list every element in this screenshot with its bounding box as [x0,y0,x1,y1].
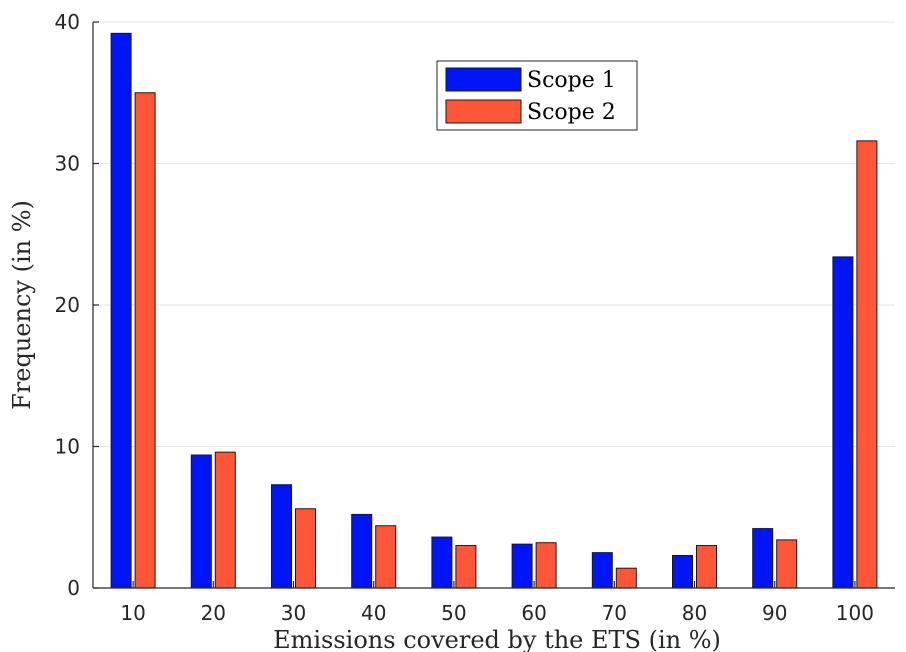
y-tick-label-10: 10 [55,435,80,459]
x-axis-title: Emissions covered by the ETS (in %) [273,626,721,652]
x-tick-label-70: 70 [602,601,627,625]
bar-scope-1-100 [832,256,854,589]
x-tick-label-30: 30 [281,601,306,625]
bar-scope-1-60 [511,543,533,589]
bar-scope-2-30 [295,508,316,589]
bar-scope-1-50 [431,536,453,589]
bar-scope-1-40 [351,513,373,589]
bar-scope-2-20 [214,451,236,589]
x-tick-label-100: 100 [836,601,874,625]
legend-swatch-scope-1 [445,67,522,92]
legend-swatch-scope-2 [445,99,522,124]
bar-scope-2-90 [776,539,798,589]
y-tick-label-20: 20 [55,293,80,317]
bar-scope-1-80 [672,554,693,589]
bar-scope-2-50 [455,545,477,589]
x-tick-label-60: 60 [521,601,546,625]
y-axis-title: Frequency (in %) [8,200,36,410]
y-tick-labels: 0 10 20 30 40 [55,10,99,600]
bar-scope-2-80 [696,545,717,589]
x-tick-label-50: 50 [441,601,466,625]
bar-scope-1-20 [190,454,212,589]
bar-scope-2-100 [856,140,878,589]
x-tick-label-90: 90 [762,601,787,625]
bar-scope-1-90 [752,528,774,589]
x-tick-labels: 10 20 30 40 50 60 70 80 90 100 [120,581,874,625]
x-tick-label-40: 40 [361,601,386,625]
y-tick-label-0: 0 [67,576,80,600]
x-tick-label-10: 10 [120,601,145,625]
y-tick-label-30: 30 [55,152,80,176]
grid [93,21,895,447]
bar-scope-2-10 [134,92,156,589]
bar-scope-1-30 [271,484,292,589]
legend-label-scope-2: Scope 2 [527,100,616,125]
y-tick-label-40: 40 [55,10,80,34]
x-tick-label-20: 20 [201,601,226,625]
bar-scope-1-70 [591,552,613,589]
legend-label-scope-1: Scope 1 [527,68,616,93]
x-tick-label-80: 80 [682,601,707,625]
legend: Scope 1 Scope 2 [436,60,638,131]
bar-scope-2-70 [615,567,637,589]
bar-scope-2-40 [375,525,397,589]
bar-scope-1-10 [110,32,132,589]
bar-scope-2-60 [535,542,557,589]
bars [110,32,878,589]
